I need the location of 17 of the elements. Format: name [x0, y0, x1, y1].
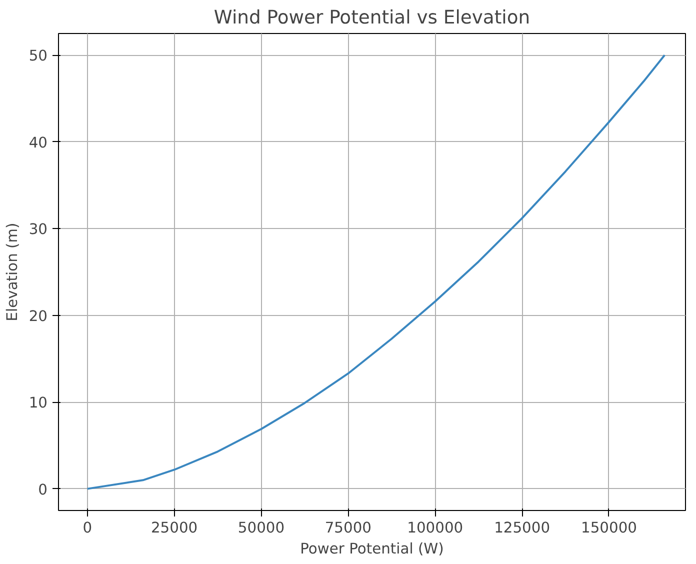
chart-title: Wind Power Potential vs Elevation	[214, 8, 530, 28]
y-tick-label: 40	[28, 134, 48, 152]
y-tick-label: 30	[28, 221, 48, 238]
x-tick-label: 25000	[150, 520, 198, 536]
y-tick-label: 0	[38, 481, 48, 498]
y-tick-label: 50	[28, 48, 48, 65]
x-tick-label: 150000	[581, 520, 637, 536]
y-tick-label: 10	[28, 394, 48, 412]
y-tick-label: 20	[28, 308, 48, 325]
line-series	[86, 54, 666, 490]
x-tick-label: 0	[82, 520, 92, 536]
x-tick-label: 125000	[494, 520, 550, 536]
x-axis-title: Power Potential (W)	[300, 540, 444, 558]
x-tick-label: 50000	[238, 520, 285, 536]
y-axis-title: Elevation (m)	[4, 222, 21, 322]
x-tick-label: 75000	[324, 520, 372, 536]
x-tick-label: 100000	[407, 520, 464, 536]
